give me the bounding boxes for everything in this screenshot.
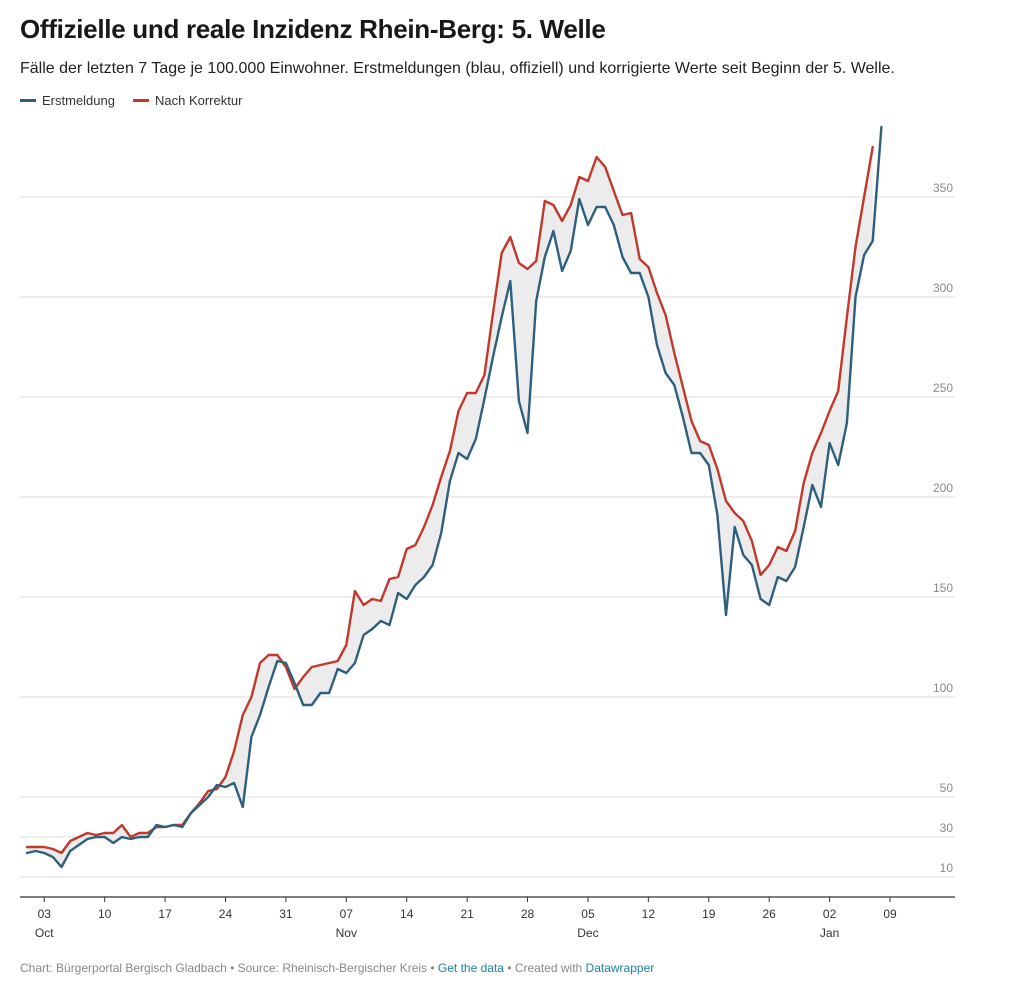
x-tick-label-31: 31 (279, 907, 293, 921)
x-tick-label-10: 10 (98, 907, 112, 921)
x-month-label-nov: Nov (336, 926, 357, 940)
legend-label-erstmeldung: Erstmeldung (42, 93, 115, 108)
x-tick-label-24: 24 (219, 907, 233, 921)
chart-legend: Erstmeldung Nach Korrektur (20, 93, 242, 108)
x-tick-label-26: 26 (763, 907, 777, 921)
x-tick-label-03: 03 (38, 907, 52, 921)
y-tick-label-200: 200 (933, 481, 953, 495)
legend-swatch-erstmeldung (20, 99, 36, 102)
footer-created-with: • Created with (503, 961, 586, 975)
x-tick-label-14: 14 (400, 907, 414, 921)
chart-plot: 10 30 50 100 150 200 250 300 350 03 Oct 10 17 24 31 07 N… (20, 125, 955, 940)
series-gap-area (27, 147, 873, 867)
x-tick-label-02: 02 (823, 907, 837, 921)
y-tick-label-50: 50 (940, 781, 954, 795)
x-tick-label-28: 28 (521, 907, 535, 921)
x-tick-label-09: 09 (883, 907, 897, 921)
legend-item-erstmeldung: Erstmeldung (20, 93, 115, 108)
get-data-link[interactable]: Get the data (437, 961, 504, 975)
x-tick-label-12: 12 (642, 907, 656, 921)
x-tick-label-19: 19 (702, 907, 716, 921)
x-tick-label-05: 05 (581, 907, 595, 921)
series-line-nach-korrektur (25, 145, 874, 855)
y-tick-label-100: 100 (933, 681, 953, 695)
legend-swatch-korrektur (132, 99, 149, 102)
legend-item-korrektur: Nach Korrektur (132, 93, 243, 108)
x-tick-label-17: 17 (158, 907, 172, 921)
x-month-label-dec: Dec (577, 926, 598, 940)
y-tick-label-300: 300 (933, 281, 953, 295)
y-tick-label-150: 150 (933, 581, 953, 595)
chart-subtitle: Fälle der letzten 7 Tage je 100.000 Einw… (20, 60, 895, 77)
y-tick-label-250: 250 (933, 381, 953, 395)
y-tick-label-10: 10 (940, 861, 954, 875)
chart-title: Offizielle und reale Inzidenz Rhein-Berg… (20, 14, 606, 44)
y-tick-label-30: 30 (940, 821, 954, 835)
chart-footer: Chart: Bürgerportal Bergisch Gladbach • … (20, 961, 654, 975)
x-month-label-oct: Oct (35, 926, 54, 940)
y-tick-label-350: 350 (933, 181, 953, 195)
x-month-label-jan: Jan (820, 926, 839, 940)
series-line-erstmeldung (25, 125, 883, 869)
datawrapper-link[interactable]: Datawrapper (585, 961, 655, 975)
footer-credit: Chart: Bürgerportal Bergisch Gladbach • … (20, 961, 438, 975)
x-tick-label-07: 07 (340, 907, 354, 921)
x-tick-label-21: 21 (460, 907, 474, 921)
legend-label-korrektur: Nach Korrektur (154, 93, 243, 108)
